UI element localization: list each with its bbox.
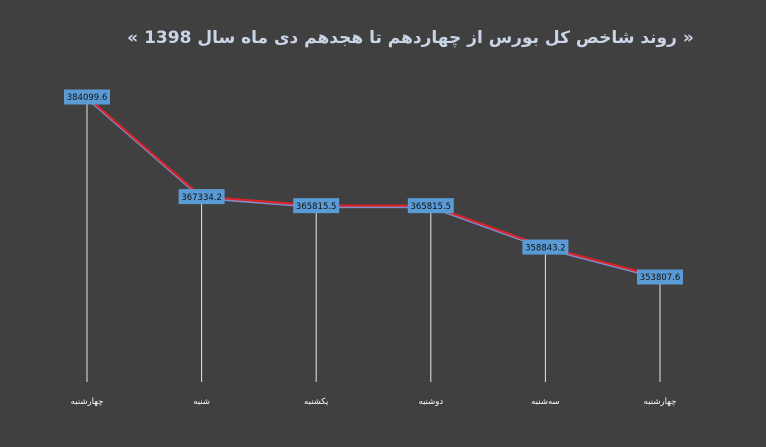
category-label-6: چهارشنبه xyxy=(644,397,677,407)
data-label-box-1 xyxy=(64,89,110,105)
series-line xyxy=(86,96,661,279)
data-label-box-3 xyxy=(293,198,340,214)
data-label-2: 367334.2 xyxy=(181,193,222,203)
data-label-5: 358843.2 xyxy=(525,243,566,253)
chart-title: « روند شاخص کل بورس از چهاردهم تا هجدهم … xyxy=(127,28,694,48)
data-label-box-6 xyxy=(637,269,683,285)
data-label-box-2 xyxy=(178,189,225,205)
data-label-6: 353807.6 xyxy=(640,273,681,283)
data-label-4: 365815.5 xyxy=(411,202,452,212)
category-label-2: شنبه xyxy=(193,397,210,407)
data-label-3: 365815.5 xyxy=(296,202,337,212)
category-label-3: یکشنبه xyxy=(304,397,329,407)
data-label-box-5 xyxy=(522,239,569,255)
category-label-1: چهارشنبه xyxy=(71,397,104,407)
category-label-4: دوشنبه xyxy=(418,397,443,407)
data-label-box-4 xyxy=(407,198,454,214)
series-line-shadow xyxy=(86,97,661,280)
category-label-5: سه‌شنبه xyxy=(531,397,560,407)
data-label-1: 384099.6 xyxy=(67,93,108,103)
